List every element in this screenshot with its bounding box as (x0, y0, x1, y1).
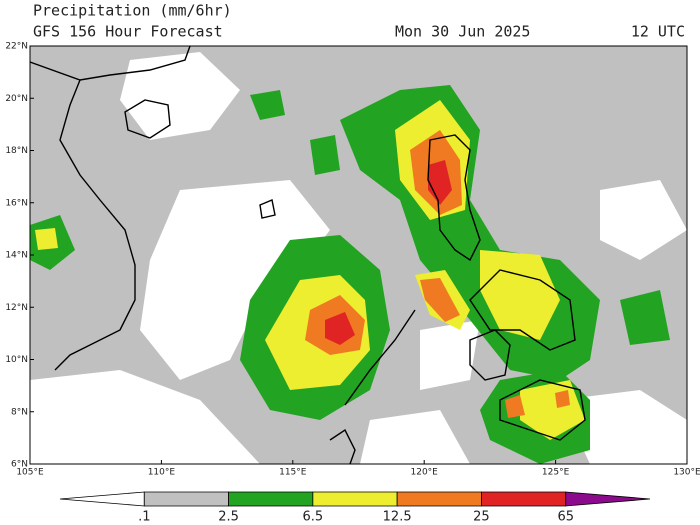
colorbar-segment (312, 491, 398, 507)
lat-label: 12°N (5, 303, 28, 313)
lat-label: 20°N (5, 94, 28, 104)
lon-label: 130°E (673, 468, 700, 478)
colorbar-label: 6.5 (303, 510, 324, 525)
lat-label: 16°N (5, 198, 28, 208)
lat-label: 18°N (5, 146, 28, 156)
lat-label: 10°N (5, 355, 28, 365)
colorbar-segment (565, 491, 651, 507)
title: Precipitation (mm/6hr) (33, 2, 232, 20)
colorbar-segment (59, 491, 145, 507)
coastlines (30, 46, 586, 464)
precip-field (30, 46, 687, 464)
date: Mon 30 Jun 2025 (395, 23, 530, 41)
colorbar-segment (143, 491, 229, 507)
lon-label: 125°E (542, 468, 570, 478)
lat-label: 14°N (5, 251, 28, 261)
lon-label: 115°E (279, 468, 307, 478)
colorbar-label: 65 (557, 510, 574, 525)
colorbar-label: 12.5 (383, 510, 412, 525)
lon-label: 110°E (148, 468, 176, 478)
lat-label: 6°N (11, 460, 28, 470)
lat-label: 8°N (11, 407, 28, 417)
lat-label: 22°N (5, 42, 28, 52)
colorbar-label: 25 (473, 510, 490, 525)
colorbar-label: 2.5 (218, 510, 239, 525)
colorbar-label: .1 (138, 510, 150, 525)
colorbar-segment (396, 491, 482, 507)
subtitle: GFS 156 Hour Forecast (33, 23, 223, 41)
time: 12 UTC (631, 23, 685, 41)
lon-label: 120°E (411, 468, 439, 478)
lon-label: 105°E (16, 468, 44, 478)
colorbar-segment (228, 491, 314, 507)
colorbar-segment (481, 491, 567, 507)
